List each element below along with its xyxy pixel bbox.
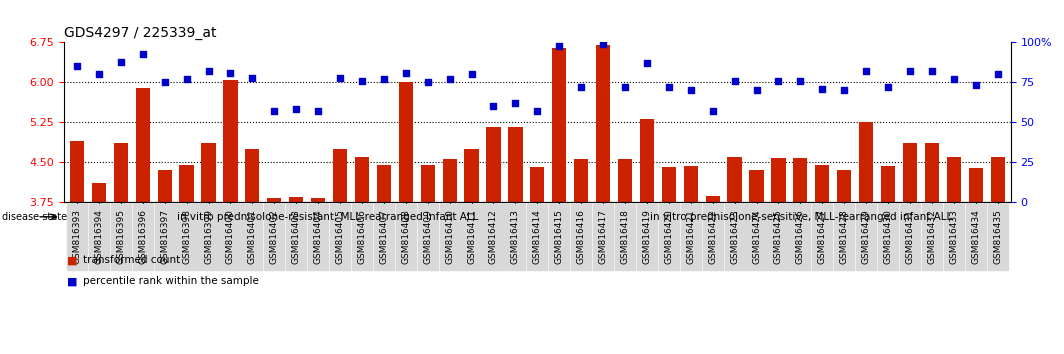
Bar bbox=[925, 143, 940, 202]
Text: in vitro prednisolone-resistant, MLL-rearranged infant ALL: in vitro prednisolone-resistant, MLL-rea… bbox=[177, 212, 478, 222]
Bar bbox=[354, 157, 369, 202]
Text: percentile rank within the sample: percentile rank within the sample bbox=[83, 276, 259, 286]
Bar bbox=[399, 82, 413, 202]
Bar bbox=[552, 48, 566, 202]
Text: ■: ■ bbox=[67, 276, 78, 286]
Point bbox=[397, 70, 414, 76]
Point bbox=[376, 76, 393, 82]
Point bbox=[222, 70, 239, 76]
Bar bbox=[618, 159, 632, 202]
Point bbox=[880, 84, 897, 90]
Text: disease state: disease state bbox=[2, 212, 67, 222]
Point bbox=[682, 87, 699, 93]
Point bbox=[113, 59, 130, 64]
Point bbox=[990, 72, 1007, 77]
Point bbox=[835, 87, 852, 93]
Point bbox=[134, 51, 151, 57]
Point bbox=[419, 80, 436, 85]
Bar bbox=[684, 166, 698, 202]
Point bbox=[901, 68, 918, 74]
Point bbox=[287, 107, 304, 112]
Bar bbox=[201, 143, 216, 202]
Bar bbox=[509, 127, 522, 202]
Point bbox=[353, 78, 370, 84]
Point bbox=[266, 108, 283, 114]
Point bbox=[178, 76, 195, 82]
Text: transformed count: transformed count bbox=[83, 255, 180, 265]
Bar bbox=[245, 149, 260, 202]
Bar bbox=[92, 183, 106, 202]
Bar bbox=[575, 159, 588, 202]
Point bbox=[726, 78, 743, 84]
Point bbox=[156, 80, 173, 85]
Bar bbox=[377, 165, 390, 202]
Bar bbox=[135, 88, 150, 202]
Bar bbox=[70, 141, 84, 202]
Bar bbox=[311, 198, 326, 202]
Bar bbox=[420, 165, 435, 202]
Point bbox=[924, 68, 941, 74]
Bar bbox=[903, 143, 917, 202]
Bar bbox=[333, 149, 347, 202]
Point bbox=[572, 84, 589, 90]
Bar bbox=[267, 198, 281, 202]
Bar bbox=[180, 165, 194, 202]
Point bbox=[638, 61, 655, 66]
Bar bbox=[486, 127, 500, 202]
Bar bbox=[771, 158, 785, 202]
Point bbox=[945, 76, 962, 82]
Bar bbox=[289, 197, 303, 202]
Point bbox=[661, 84, 678, 90]
Text: in vitro prednisolone-sensitive, MLL-rearranged infant ALL: in vitro prednisolone-sensitive, MLL-rea… bbox=[650, 212, 952, 222]
Point bbox=[463, 72, 480, 77]
Point bbox=[551, 43, 568, 48]
Point bbox=[310, 108, 327, 114]
Bar bbox=[794, 158, 808, 202]
Bar bbox=[114, 143, 128, 202]
Point bbox=[442, 76, 459, 82]
Point bbox=[748, 87, 765, 93]
Point bbox=[200, 68, 217, 74]
Bar bbox=[639, 120, 654, 202]
Point bbox=[595, 41, 612, 47]
Point bbox=[704, 108, 721, 114]
Text: ■: ■ bbox=[67, 255, 78, 265]
Point bbox=[90, 72, 107, 77]
Bar bbox=[859, 122, 874, 202]
Bar bbox=[728, 157, 742, 202]
Point bbox=[529, 108, 546, 114]
Bar bbox=[596, 45, 611, 202]
Bar bbox=[881, 166, 895, 202]
Bar bbox=[464, 149, 479, 202]
Point bbox=[770, 78, 787, 84]
Bar bbox=[157, 170, 171, 202]
Text: GDS4297 / 225339_at: GDS4297 / 225339_at bbox=[64, 26, 216, 40]
Bar bbox=[223, 80, 237, 202]
Bar bbox=[815, 165, 830, 202]
Bar bbox=[991, 157, 1004, 202]
Bar bbox=[837, 170, 851, 202]
Point bbox=[967, 83, 984, 88]
Point bbox=[485, 103, 502, 109]
Bar bbox=[443, 159, 456, 202]
Bar bbox=[705, 196, 720, 202]
Point bbox=[616, 84, 633, 90]
Point bbox=[68, 64, 85, 69]
Point bbox=[858, 68, 875, 74]
Bar bbox=[749, 170, 764, 202]
Point bbox=[244, 75, 261, 80]
Point bbox=[792, 78, 809, 84]
Point bbox=[332, 75, 349, 80]
Bar bbox=[947, 157, 961, 202]
Point bbox=[506, 100, 523, 106]
Point bbox=[814, 86, 831, 92]
Bar bbox=[662, 167, 676, 202]
Bar bbox=[968, 169, 983, 202]
Bar bbox=[530, 167, 545, 202]
